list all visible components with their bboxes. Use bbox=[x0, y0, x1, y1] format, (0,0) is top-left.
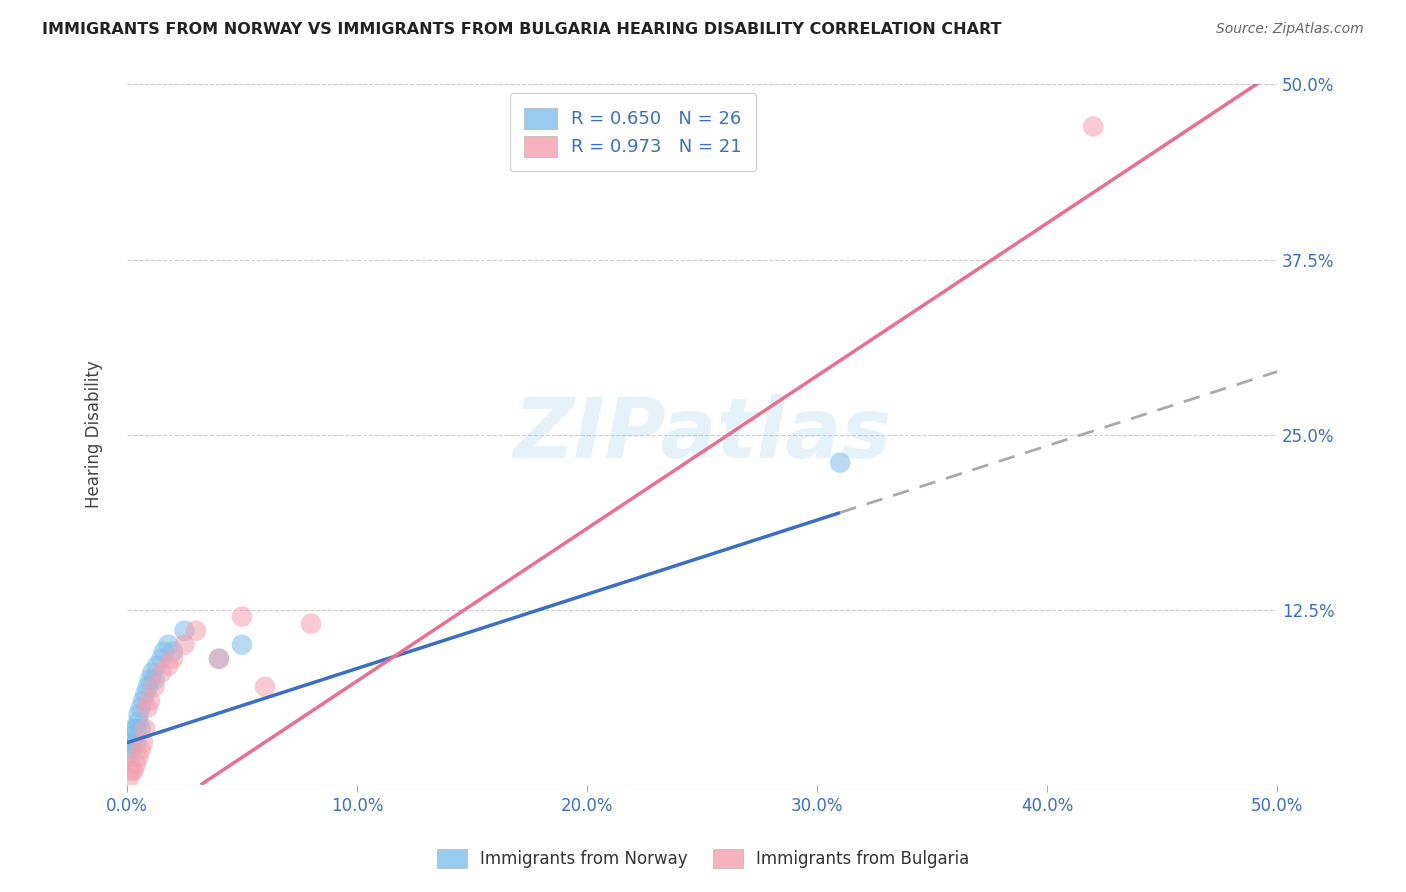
Point bbox=[139, 694, 162, 708]
Point bbox=[122, 729, 145, 743]
Point bbox=[143, 680, 166, 694]
Point bbox=[173, 638, 195, 652]
Point bbox=[299, 616, 322, 631]
Point bbox=[143, 673, 166, 687]
Point bbox=[118, 771, 141, 785]
Point bbox=[139, 673, 162, 687]
Point bbox=[127, 707, 149, 722]
Point bbox=[152, 645, 174, 659]
Point bbox=[208, 651, 231, 665]
Point bbox=[132, 694, 155, 708]
Point bbox=[134, 687, 156, 701]
Point bbox=[127, 714, 149, 729]
Point bbox=[125, 722, 148, 736]
Text: ZIPatlas: ZIPatlas bbox=[513, 394, 891, 475]
Legend: Immigrants from Norway, Immigrants from Bulgaria: Immigrants from Norway, Immigrants from … bbox=[430, 842, 976, 875]
Point bbox=[157, 658, 180, 673]
Point bbox=[132, 736, 155, 750]
Point bbox=[121, 736, 143, 750]
Point bbox=[173, 624, 195, 638]
Point bbox=[125, 736, 148, 750]
Point bbox=[162, 651, 184, 665]
Text: IMMIGRANTS FROM NORWAY VS IMMIGRANTS FROM BULGARIA HEARING DISABILITY CORRELATIO: IMMIGRANTS FROM NORWAY VS IMMIGRANTS FRO… bbox=[42, 22, 1001, 37]
Point bbox=[146, 658, 169, 673]
Point bbox=[1083, 120, 1105, 134]
Point bbox=[231, 609, 253, 624]
Point bbox=[208, 651, 231, 665]
Point bbox=[122, 722, 145, 736]
Point bbox=[136, 700, 159, 714]
Point bbox=[118, 749, 141, 764]
Point bbox=[157, 638, 180, 652]
Point bbox=[122, 764, 145, 778]
Text: Source: ZipAtlas.com: Source: ZipAtlas.com bbox=[1216, 22, 1364, 37]
Point bbox=[184, 624, 207, 638]
Point bbox=[134, 722, 156, 736]
Point bbox=[150, 651, 173, 665]
Y-axis label: Hearing Disability: Hearing Disability bbox=[86, 360, 103, 508]
Point bbox=[830, 456, 852, 470]
Point bbox=[129, 743, 152, 757]
Point bbox=[253, 680, 276, 694]
Point bbox=[162, 645, 184, 659]
Point bbox=[231, 638, 253, 652]
Point bbox=[136, 680, 159, 694]
Point bbox=[121, 743, 143, 757]
Point bbox=[125, 756, 148, 771]
Legend: R = 0.650   N = 26, R = 0.973   N = 21: R = 0.650 N = 26, R = 0.973 N = 21 bbox=[510, 94, 756, 171]
Point bbox=[150, 665, 173, 680]
Point bbox=[129, 700, 152, 714]
Point bbox=[121, 764, 143, 778]
Point bbox=[141, 665, 163, 680]
Point bbox=[127, 749, 149, 764]
Point bbox=[129, 722, 152, 736]
